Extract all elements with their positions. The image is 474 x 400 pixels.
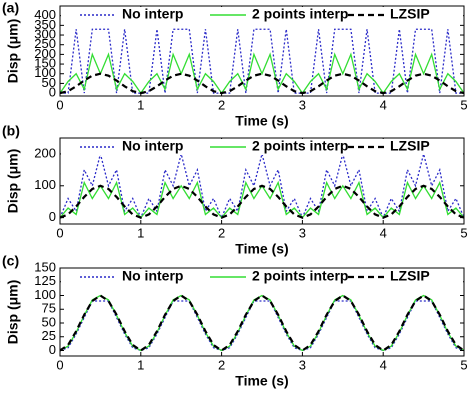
y-tick-label: 400	[34, 7, 56, 22]
x-axis-label: Time (s)	[235, 373, 288, 389]
legend-label: LZSIP	[390, 268, 430, 284]
y-axis-label: Disp (μm)	[5, 19, 21, 84]
y-tick-label: 0	[49, 209, 56, 224]
x-tick-label: 2	[218, 97, 225, 112]
y-tick-label: 25	[42, 328, 56, 343]
y-tick-label: 200	[34, 46, 56, 61]
x-tick-label: 0	[56, 357, 63, 372]
plot-area	[60, 28, 464, 95]
x-tick-label: 0	[56, 225, 63, 240]
x-tick-label: 2	[218, 357, 225, 372]
y-tick-label: 300	[34, 26, 56, 41]
y-tick-label: 50	[42, 314, 56, 329]
y-tick-label: 50	[42, 75, 56, 90]
y-tick-label: 0	[49, 342, 56, 357]
plot-area	[60, 294, 464, 352]
legend-box	[61, 7, 463, 23]
x-tick-label: 5	[460, 97, 467, 112]
x-tick-label: 0	[56, 97, 63, 112]
legend-label: LZSIP	[390, 6, 430, 22]
data-line	[60, 153, 464, 220]
data-line	[60, 300, 464, 352]
x-tick-label: 4	[380, 225, 387, 240]
y-tick-label: 150	[34, 56, 56, 71]
panel-label: (b)	[2, 123, 20, 139]
data-line	[60, 184, 464, 219]
legend-label: 2 points interp	[252, 138, 348, 154]
legend-box	[61, 139, 463, 155]
axes-frame	[59, 137, 465, 225]
y-tick-label: 100	[34, 177, 56, 192]
axes-frame	[59, 267, 465, 357]
legend-label: 2 points interp	[252, 268, 348, 284]
y-tick-label: 75	[42, 301, 56, 316]
x-tick-label: 4	[380, 357, 387, 372]
legend-box	[61, 269, 463, 285]
x-tick-label: 1	[137, 225, 144, 240]
x-tick-label: 1	[137, 97, 144, 112]
legend-label: No interp	[122, 138, 183, 154]
x-tick-label: 3	[299, 97, 306, 112]
data-line	[60, 52, 464, 95]
x-axis-label: Time (s)	[235, 113, 288, 129]
x-tick-label: 4	[380, 97, 387, 112]
x-axis-label: Time (s)	[235, 241, 288, 257]
data-line	[60, 72, 464, 95]
x-tick-label: 3	[299, 225, 306, 240]
y-tick-label: 350	[34, 17, 56, 32]
x-tick-label: 5	[460, 357, 467, 372]
legend-label: 2 points interp	[252, 6, 348, 22]
axes-frame	[59, 5, 465, 97]
x-tick-label: 3	[299, 357, 306, 372]
y-tick-label: 250	[34, 36, 56, 51]
y-tick-label: 200	[34, 145, 56, 160]
y-tick-label: 150	[34, 259, 56, 274]
data-line	[60, 294, 464, 352]
y-tick-label: 0	[49, 85, 56, 100]
y-axis-label: Disp (μm)	[5, 280, 21, 345]
y-tick-label: 100	[34, 287, 56, 302]
legend-label: No interp	[122, 6, 183, 22]
data-line	[60, 28, 464, 94]
y-tick-label: 100	[34, 65, 56, 80]
panel-label: (c)	[2, 253, 19, 269]
x-tick-label: 5	[460, 225, 467, 240]
legend-label: LZSIP	[390, 138, 430, 154]
panel-label: (a)	[2, 0, 19, 16]
x-tick-label: 1	[137, 357, 144, 372]
x-tick-label: 2	[218, 225, 225, 240]
plot-area	[60, 153, 464, 220]
y-tick-label: 125	[34, 273, 56, 288]
legend-label: No interp	[122, 268, 183, 284]
y-axis-label: Disp (μm)	[5, 149, 21, 214]
